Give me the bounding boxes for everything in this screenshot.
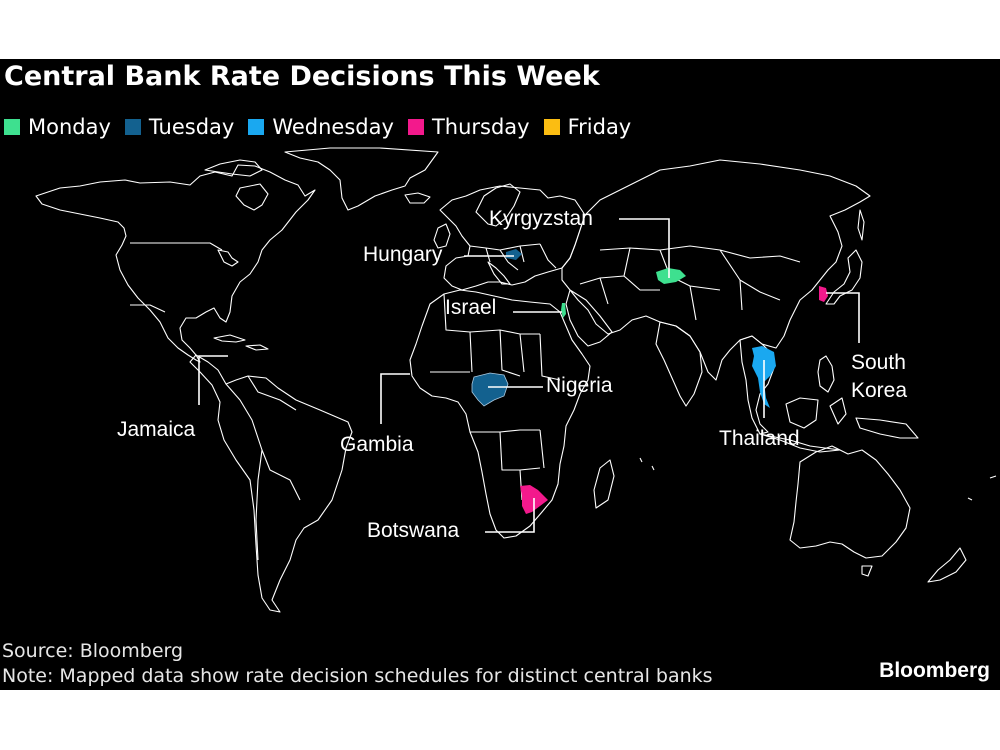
us-mexico-border <box>130 304 166 313</box>
bloomberg-logo: Bloomberg <box>879 659 990 682</box>
legend-item-thursday: Thursday <box>407 115 530 139</box>
legend-swatch-monday <box>4 119 20 135</box>
legend-label: Thursday <box>431 115 530 139</box>
africa-borders <box>430 293 561 501</box>
hispaniola-outline <box>245 344 269 351</box>
legend-swatch-thursday <box>407 119 424 135</box>
south-america-outline <box>189 354 353 613</box>
island-outline <box>639 457 997 501</box>
australia-outline <box>789 445 911 559</box>
africa-outline <box>409 289 591 539</box>
legend-label: Wednesday <box>272 115 394 139</box>
label-south-korea-line1: South <box>851 351 906 374</box>
world-map <box>35 147 997 613</box>
us-canada-border <box>130 242 223 251</box>
north-america-outline <box>35 164 316 363</box>
europe-outline <box>439 185 586 291</box>
legend-item-monday: Monday <box>4 115 111 139</box>
leader-line-jamaica <box>198 355 228 405</box>
label-kyrgyzstan: Kyrgyzstan <box>489 207 593 230</box>
iceland-outline <box>404 192 431 204</box>
legend-label: Monday <box>28 115 111 139</box>
legend: Monday Tuesday Wednesday Thursday Friday <box>4 115 645 139</box>
country-kyrgyzstan <box>656 268 686 284</box>
south-america-borders <box>225 375 301 561</box>
legend-item-wednesday: Wednesday <box>248 115 394 139</box>
label-thailand: Thailand <box>719 427 800 450</box>
great-lakes-outline <box>217 249 239 267</box>
footer: Source: Bloomberg Note: Mapped data show… <box>2 639 713 689</box>
canada-arctic-outline <box>204 159 269 211</box>
label-israel: Israel <box>445 296 497 319</box>
legend-item-tuesday: Tuesday <box>124 115 235 139</box>
label-botswana: Botswana <box>367 519 460 542</box>
leader-line-gambia <box>380 373 410 424</box>
india-outline <box>655 321 703 407</box>
country-south-korea <box>819 286 828 302</box>
country-nigeria <box>471 372 509 407</box>
label-jamaica: Jamaica <box>117 418 196 441</box>
chart-panel: Central Bank Rate Decisions This Week Mo… <box>0 59 1000 690</box>
chart-title: Central Bank Rate Decisions This Week <box>4 61 600 92</box>
asia-borders <box>579 245 801 321</box>
cuba-outline <box>213 334 246 343</box>
uk-outline <box>433 223 451 249</box>
italy-outline <box>487 261 511 285</box>
leader-line-botswana <box>485 498 535 533</box>
new-zealand-outline <box>927 547 967 583</box>
legend-swatch-tuesday <box>124 119 141 135</box>
legend-label: Tuesday <box>148 115 235 139</box>
greenland-outline <box>284 147 439 211</box>
legend-swatch-friday <box>543 119 560 135</box>
legend-item-friday: Friday <box>543 115 632 139</box>
source-text: Source: Bloomberg <box>2 640 184 662</box>
indonesia-outline <box>759 397 919 453</box>
japan-outline <box>825 249 863 305</box>
sakhalin-outline <box>857 209 865 241</box>
label-south-korea-line2: Korea <box>851 379 908 402</box>
madagascar-outline <box>593 459 615 509</box>
label-gambia: Gambia <box>340 433 414 456</box>
country-hungary <box>506 249 522 260</box>
leader-line-south-korea <box>826 292 860 343</box>
legend-label: Friday <box>567 115 632 139</box>
label-hungary: Hungary <box>363 243 443 266</box>
asia-outline <box>561 159 871 381</box>
note-text: Note: Mapped data show rate decision sch… <box>2 665 713 687</box>
leader-line-kyrgyzstan <box>619 218 670 278</box>
scandinavia-outline <box>475 183 521 227</box>
country-israel <box>561 303 566 318</box>
label-nigeria: Nigeria <box>546 374 613 397</box>
tasmania-outline <box>861 565 873 577</box>
philippines-outline <box>817 355 835 393</box>
europe-borders <box>469 243 557 271</box>
legend-swatch-wednesday <box>248 119 265 135</box>
label-south-korea: South Korea <box>851 349 907 405</box>
arabia-outline <box>565 289 613 347</box>
